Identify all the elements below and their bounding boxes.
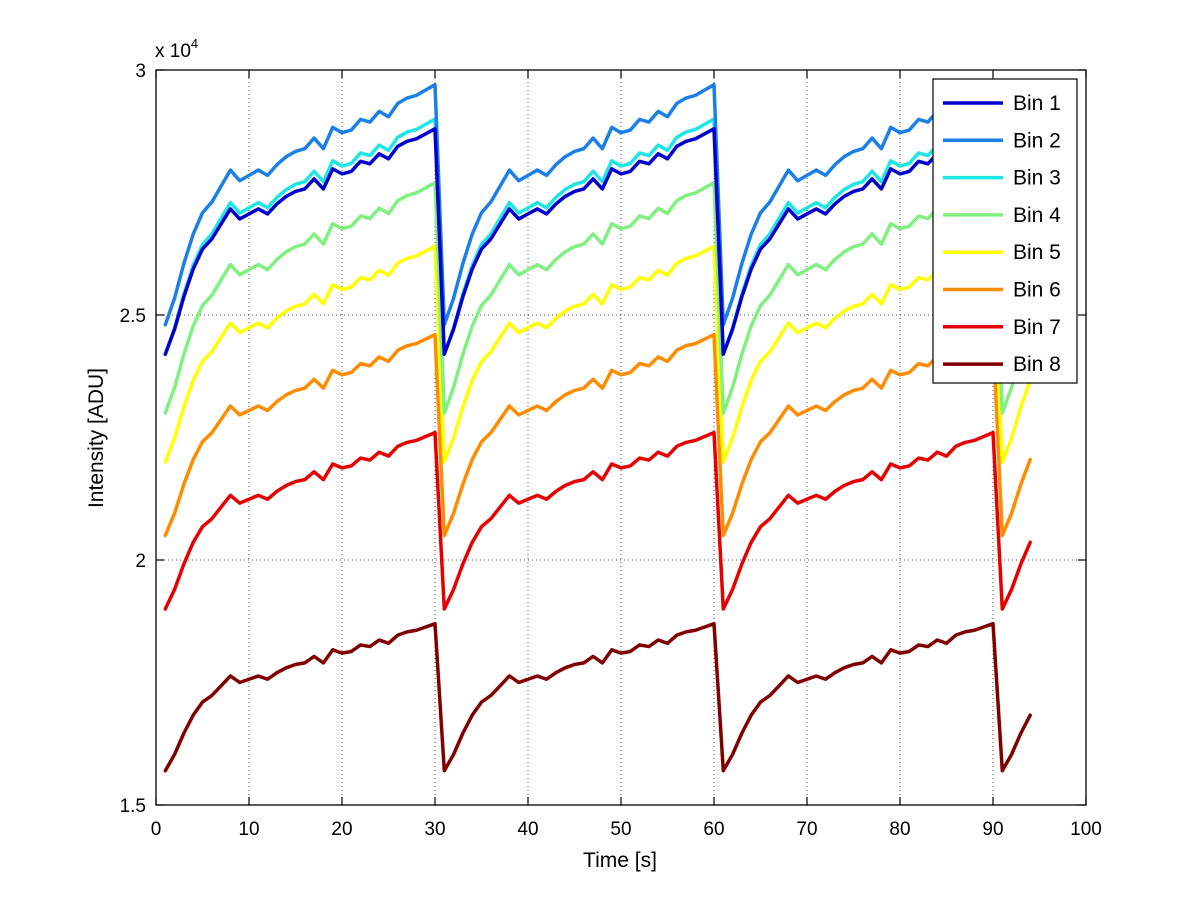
series-line-bin-8 <box>163 621 1032 773</box>
x-tick-label: 100 <box>1070 819 1102 840</box>
x-axis-title: Time [s] <box>583 849 657 872</box>
legend-box <box>932 78 1078 384</box>
y-axis-exponent-power: 4 <box>191 36 198 51</box>
legend-label-bin-1: Bin 1 <box>1013 92 1061 115</box>
x-tick-label: 20 <box>331 819 352 840</box>
legend-label-bin-4: Bin 4 <box>1013 204 1061 227</box>
x-tick-label: 90 <box>982 819 1003 840</box>
series-line-bin-5 <box>163 244 1032 464</box>
y-tick-label: 3 <box>135 61 146 82</box>
x-tick-label: 40 <box>517 819 538 840</box>
axis-ticks <box>155 69 1087 806</box>
y-tick-label: 2.5 <box>120 306 146 327</box>
legend-items: Bin 1 Bin 2 Bin 3 Bin 4 Bin 5 Bin 6 Bin 7 Bin 8 <box>943 92 1061 376</box>
x-tick-labels: 0 10 20 30 40 50 60 70 80 90 100 <box>151 819 1102 840</box>
legend-label-bin-8: Bin 8 <box>1013 353 1061 376</box>
x-tick-label: 70 <box>796 819 817 840</box>
series-line-bin-1 <box>163 127 1032 356</box>
legend-label-bin-3: Bin 3 <box>1013 167 1061 190</box>
y-tick-label: 2 <box>135 551 146 572</box>
x-tick-label: 60 <box>703 819 724 840</box>
legend: Bin 1 Bin 2 Bin 3 Bin 4 Bin 5 Bin 6 Bin 7 Bin 8 <box>932 78 1078 384</box>
x-tick-label: 0 <box>151 819 162 840</box>
grid-lines <box>156 70 1086 805</box>
x-tick-label: 80 <box>889 819 910 840</box>
y-tick-label: 1.5 <box>120 796 146 817</box>
x-tick-label: 50 <box>610 819 631 840</box>
y-axis-exponent: x 104 <box>155 36 198 62</box>
x-tick-label: 10 <box>238 819 259 840</box>
x-tick-label: 30 <box>424 819 445 840</box>
series-line-bin-6 <box>163 332 1032 538</box>
series-line-bin-3 <box>163 117 1032 356</box>
y-axis-title: Intensity [ADU] <box>85 368 108 508</box>
series-line-bin-2 <box>163 82 1032 327</box>
legend-label-bin-7: Bin 7 <box>1013 316 1061 339</box>
legend-label-bin-5: Bin 5 <box>1013 241 1061 264</box>
legend-label-bin-2: Bin 2 <box>1013 129 1061 152</box>
legend-label-bin-6: Bin 6 <box>1013 279 1061 302</box>
series-line-bin-4 <box>163 180 1032 415</box>
series-lines <box>163 82 1032 773</box>
y-axis-exponent-base: x 10 <box>155 41 191 62</box>
y-tick-labels: 1.5 2 2.5 3 <box>120 61 146 817</box>
series-line-bin-7 <box>163 430 1032 611</box>
